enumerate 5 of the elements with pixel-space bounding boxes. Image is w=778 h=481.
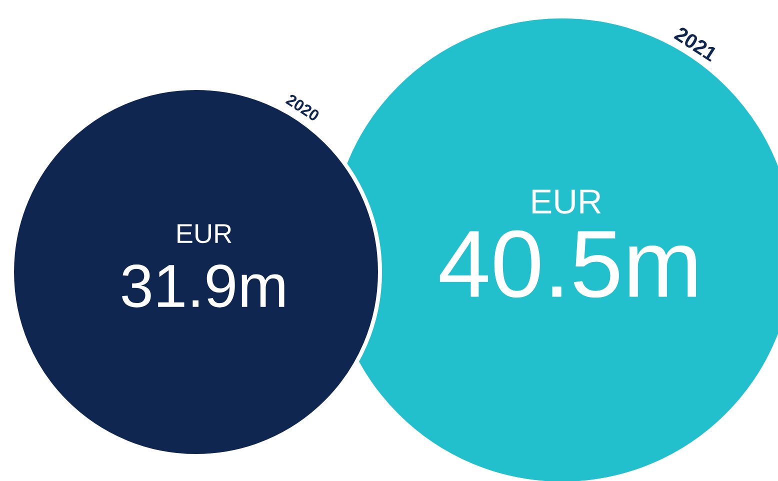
text: EUR (532, 190, 601, 214)
data-label: 40.5m (440, 230, 696, 298)
category-label: 2020 (285, 94, 319, 120)
data-label: 31.9m (122, 264, 284, 308)
text: EUR (178, 224, 232, 244)
